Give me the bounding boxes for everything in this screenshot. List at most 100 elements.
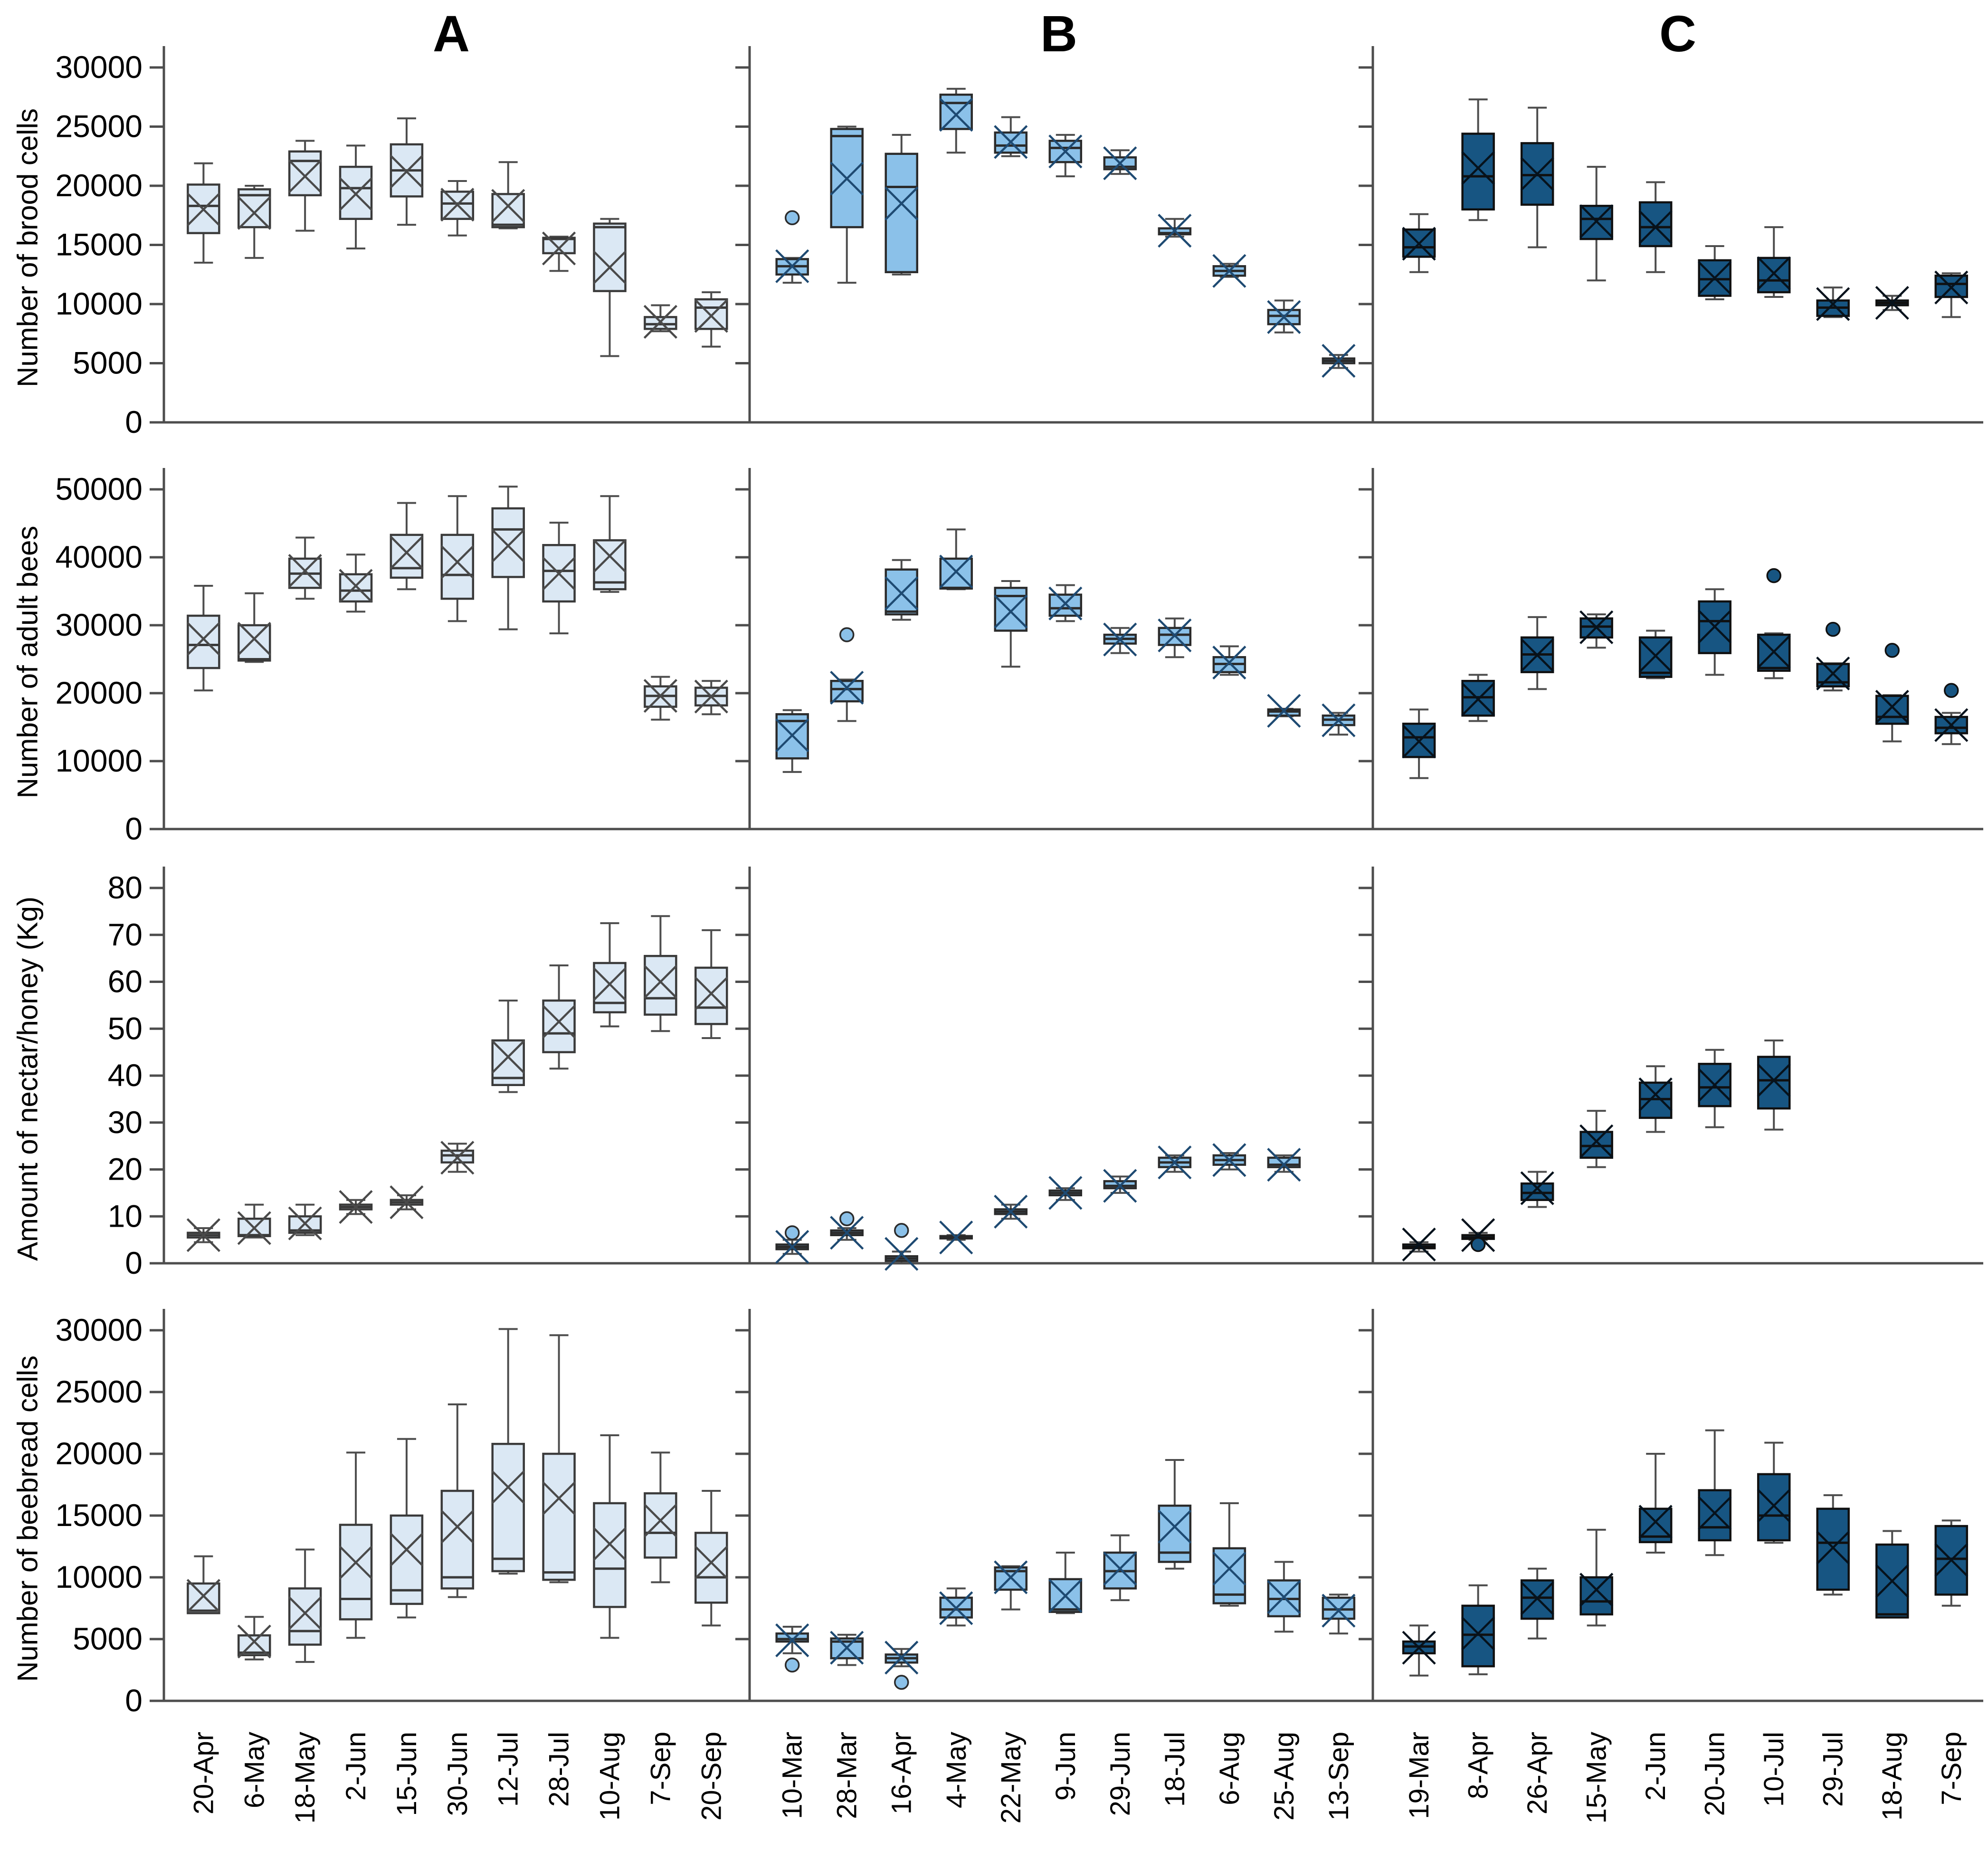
mean-marker bbox=[491, 1470, 525, 1504]
mean-marker bbox=[1402, 227, 1436, 261]
mean-marker bbox=[830, 670, 864, 705]
panel-C-nectar bbox=[1359, 867, 1983, 1265]
box-B-adult-6-Aug bbox=[1212, 645, 1246, 680]
box-A-beebread-20-Sep bbox=[694, 1490, 728, 1627]
y-tick-label: 20 bbox=[108, 1152, 143, 1187]
mean-marker bbox=[1520, 1171, 1554, 1205]
box-B-adult-9-Jun bbox=[1048, 584, 1083, 622]
mean-marker bbox=[1638, 1505, 1673, 1539]
box-A-nectar-18-May bbox=[288, 1203, 322, 1240]
mean-marker bbox=[1638, 639, 1673, 673]
mean-marker bbox=[1875, 286, 1909, 320]
mean-marker bbox=[1520, 157, 1554, 191]
outlier-point bbox=[784, 1657, 800, 1673]
box-C-brood-20-Jun bbox=[1698, 245, 1732, 301]
box-C-brood-18-Aug bbox=[1875, 286, 1909, 320]
mean-marker bbox=[885, 1641, 919, 1675]
mean-marker bbox=[542, 556, 576, 591]
mean-marker bbox=[885, 576, 919, 610]
mean-marker bbox=[643, 679, 677, 713]
mean-marker bbox=[491, 529, 525, 563]
box-B-nectar-22-May bbox=[994, 1194, 1028, 1229]
box-A-beebread-28-Jul bbox=[542, 1334, 576, 1583]
mean-marker bbox=[440, 1141, 475, 1175]
y-tick-label: 30 bbox=[108, 1105, 143, 1140]
mean-marker bbox=[1757, 256, 1791, 290]
y-tick-label: 30000 bbox=[55, 49, 143, 85]
box-A-beebread-15-Jun bbox=[390, 1438, 424, 1619]
iqr-box bbox=[593, 962, 627, 1013]
x-date-label: 20-Apr bbox=[188, 1732, 219, 1814]
mean-marker bbox=[592, 967, 627, 1002]
mean-marker bbox=[643, 305, 677, 339]
y-tick-label: 20000 bbox=[55, 1436, 143, 1471]
box-B-brood-25-Aug bbox=[1267, 299, 1301, 334]
box-A-nectar-2-Jun bbox=[339, 1190, 373, 1224]
box-A-nectar-28-Jul bbox=[542, 964, 576, 1070]
iqr-box bbox=[939, 94, 973, 130]
y-tick-label: 50 bbox=[108, 1011, 143, 1046]
mean-marker bbox=[390, 154, 424, 189]
x-date-label: 18-Jul bbox=[1160, 1732, 1190, 1807]
panel-A-brood: 0 5000 10000 15000 20000 25000 30000 bbox=[55, 46, 739, 439]
mean-marker bbox=[643, 964, 677, 999]
mean-marker bbox=[775, 1623, 809, 1658]
iqr-box bbox=[187, 1582, 220, 1614]
mean-marker bbox=[1461, 682, 1495, 716]
box-C-nectar-15-May bbox=[1579, 1110, 1614, 1168]
x-date-label: 10-Aug bbox=[594, 1732, 625, 1821]
iqr-box bbox=[644, 1492, 677, 1559]
y-tick-label: 10000 bbox=[55, 1559, 143, 1594]
box-C-adult-2-Jun bbox=[1638, 630, 1673, 679]
box-B-brood-4-May bbox=[939, 87, 973, 154]
iqr-box bbox=[1757, 1473, 1791, 1542]
y-tick-label: 30000 bbox=[55, 1312, 143, 1347]
y-tick-label: 50000 bbox=[55, 471, 143, 506]
box-A-adult-28-Jul bbox=[542, 522, 576, 635]
mean-marker bbox=[491, 1040, 525, 1074]
box-B-brood-18-Jul bbox=[1158, 214, 1192, 248]
y-tick-label: 40000 bbox=[55, 539, 143, 574]
mean-marker bbox=[1638, 1077, 1673, 1112]
x-date-label: 6-May bbox=[239, 1732, 270, 1808]
box-A-brood-28-Jul bbox=[542, 231, 576, 272]
box-C-brood-19-Mar bbox=[1402, 213, 1436, 273]
iqr-box bbox=[1757, 1056, 1791, 1110]
mean-marker bbox=[592, 539, 627, 573]
mean-marker bbox=[237, 622, 271, 656]
y-tick-label: 10000 bbox=[55, 743, 143, 778]
box-B-brood-9-Jun bbox=[1048, 134, 1083, 178]
box-B-adult-16-Apr bbox=[885, 559, 919, 621]
x-date-label: 12-Jul bbox=[493, 1732, 524, 1807]
y-tick-label: 40 bbox=[108, 1058, 143, 1093]
box-C-brood-29-Jul bbox=[1816, 286, 1850, 321]
box-C-adult-7-Sep bbox=[1934, 683, 1969, 745]
mean-marker bbox=[1698, 1068, 1732, 1102]
x-date-label: 29-Jul bbox=[1818, 1732, 1849, 1807]
box-A-adult-6-May bbox=[237, 592, 271, 663]
box-B-beebread-10-Mar bbox=[775, 1623, 809, 1673]
y-tick-label: 10000 bbox=[55, 286, 143, 321]
mean-marker bbox=[1267, 1148, 1301, 1182]
mean-marker bbox=[592, 250, 627, 285]
x-date-label: 29-Jun bbox=[1105, 1732, 1136, 1816]
mean-marker bbox=[939, 554, 973, 589]
box-C-beebread-2-Jun bbox=[1638, 1453, 1673, 1554]
box-A-nectar-12-Jul bbox=[491, 1000, 525, 1093]
x-date-label: 19-Mar bbox=[1404, 1732, 1435, 1819]
box-B-nectar-18-Jul bbox=[1158, 1145, 1192, 1180]
box-B-beebread-29-Jun bbox=[1103, 1534, 1137, 1602]
mean-marker bbox=[390, 535, 424, 570]
mean-marker bbox=[1520, 1581, 1554, 1615]
x-date-label: 7-Sep bbox=[1936, 1732, 1967, 1805]
box-C-nectar-2-Jun bbox=[1638, 1065, 1673, 1133]
iqr-box bbox=[1698, 1489, 1731, 1542]
mean-marker bbox=[1579, 1573, 1614, 1607]
outlier-point bbox=[784, 210, 800, 225]
box-A-brood-20-Sep bbox=[694, 291, 728, 348]
box-B-brood-13-Sep bbox=[1322, 343, 1356, 378]
mean-marker bbox=[643, 1503, 677, 1537]
box-B-beebread-4-May bbox=[939, 1587, 973, 1627]
mean-marker bbox=[1048, 586, 1083, 620]
